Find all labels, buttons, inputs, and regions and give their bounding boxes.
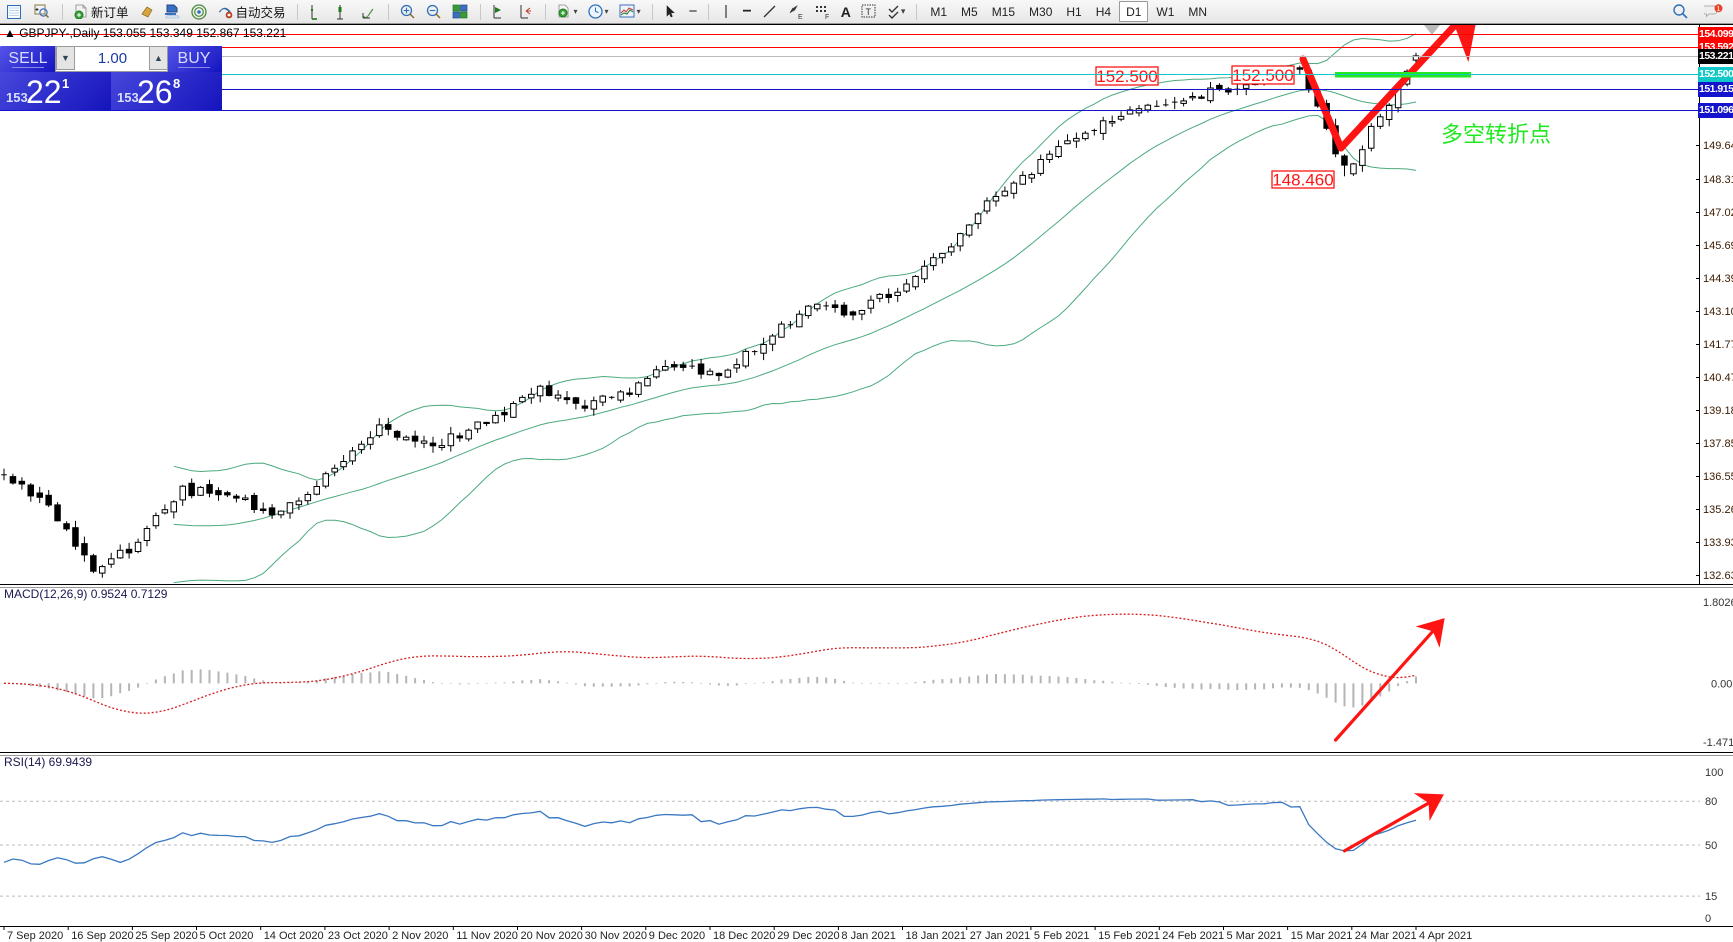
- svg-text:0: 0: [1705, 913, 1711, 925]
- svg-text:80: 80: [1705, 796, 1717, 808]
- svg-text:T: T: [865, 7, 871, 17]
- svg-text:E: E: [798, 14, 803, 20]
- svg-text:29 Dec 2020: 29 Dec 2020: [777, 930, 839, 942]
- svg-text:多空转折点: 多空转折点: [1441, 122, 1551, 147]
- svg-text:25 Sep 2020: 25 Sep 2020: [135, 930, 197, 942]
- svg-text:50: 50: [1705, 840, 1717, 852]
- svg-text:5 Oct 2020: 5 Oct 2020: [200, 930, 254, 942]
- svg-text:4 Apr 2021: 4 Apr 2021: [1419, 930, 1472, 942]
- svg-text:1: 1: [1717, 6, 1721, 13]
- svg-text:100: 100: [1705, 767, 1723, 779]
- svg-text:15 Mar 2021: 15 Mar 2021: [1291, 930, 1353, 942]
- svg-text:152.500: 152.500: [1096, 67, 1157, 86]
- svg-text:24 Feb 2021: 24 Feb 2021: [1162, 930, 1224, 942]
- svg-text:0.00: 0.00: [1711, 678, 1732, 690]
- svg-text:14 Oct 2020: 14 Oct 2020: [264, 930, 324, 942]
- svg-text:18 Dec 2020: 18 Dec 2020: [713, 930, 775, 942]
- svg-text:MACD(12,26,9) 0.9524 0.7129: MACD(12,26,9) 0.9524 0.7129: [4, 587, 168, 601]
- svg-text:5 Mar 2021: 5 Mar 2021: [1227, 930, 1283, 942]
- svg-text:30 Nov 2020: 30 Nov 2020: [585, 930, 647, 942]
- svg-text:148.460: 148.460: [1272, 171, 1333, 190]
- svg-text:2 Nov 2020: 2 Nov 2020: [392, 930, 448, 942]
- svg-text:7 Sep 2020: 7 Sep 2020: [7, 930, 63, 942]
- svg-text:F: F: [825, 14, 829, 20]
- svg-text:1.8026: 1.8026: [1703, 597, 1733, 609]
- svg-text:15: 15: [1705, 891, 1717, 903]
- svg-text:5 Feb 2021: 5 Feb 2021: [1034, 930, 1090, 942]
- svg-text:18 Jan 2021: 18 Jan 2021: [906, 930, 967, 942]
- svg-text:-1.4717: -1.4717: [1703, 737, 1733, 749]
- svg-text:23 Oct 2020: 23 Oct 2020: [328, 930, 388, 942]
- svg-text:15 Feb 2021: 15 Feb 2021: [1098, 930, 1160, 942]
- svg-text:152.500: 152.500: [1232, 66, 1293, 85]
- svg-text:16 Sep 2020: 16 Sep 2020: [71, 930, 133, 942]
- svg-text:9 Dec 2020: 9 Dec 2020: [649, 930, 705, 942]
- svg-text:RSI(14) 69.9439: RSI(14) 69.9439: [4, 755, 92, 769]
- svg-text:20 Nov 2020: 20 Nov 2020: [521, 930, 583, 942]
- svg-text:8 Jan 2021: 8 Jan 2021: [841, 930, 895, 942]
- svg-text:11 Nov 2020: 11 Nov 2020: [456, 930, 518, 942]
- svg-text:24 Mar 2021: 24 Mar 2021: [1355, 930, 1417, 942]
- svg-text:27 Jan 2021: 27 Jan 2021: [970, 930, 1031, 942]
